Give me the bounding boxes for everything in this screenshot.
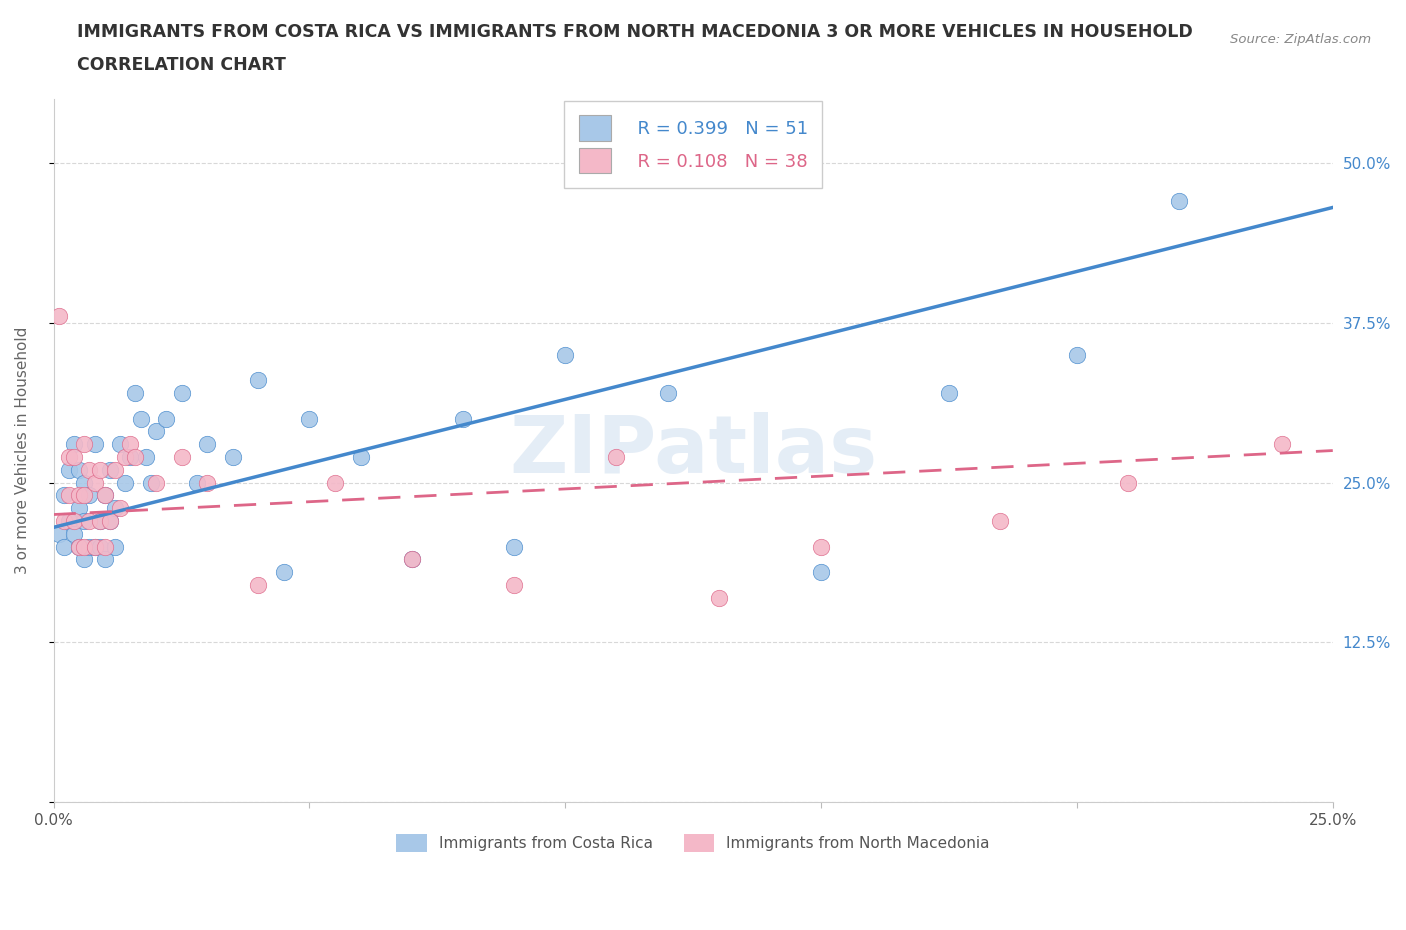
- Point: [605, 449, 627, 464]
- Point: [186, 475, 208, 490]
- Point: [94, 488, 117, 503]
- Point: [48, 309, 70, 324]
- Point: [810, 539, 832, 554]
- Point: [73, 539, 96, 554]
- Point: [349, 449, 371, 464]
- Point: [67, 500, 90, 515]
- Point: [89, 539, 111, 554]
- Point: [401, 551, 423, 566]
- Point: [124, 449, 146, 464]
- Point: [58, 462, 80, 477]
- Point: [52, 539, 75, 554]
- Point: [273, 565, 295, 579]
- Point: [52, 488, 75, 503]
- Point: [58, 513, 80, 528]
- Point: [170, 449, 193, 464]
- Text: Source: ZipAtlas.com: Source: ZipAtlas.com: [1230, 33, 1371, 46]
- Point: [195, 475, 218, 490]
- Point: [247, 578, 270, 592]
- Point: [83, 475, 105, 490]
- Point: [79, 488, 101, 503]
- Point: [63, 449, 86, 464]
- Point: [401, 551, 423, 566]
- Point: [89, 513, 111, 528]
- Point: [63, 513, 86, 528]
- Point: [89, 462, 111, 477]
- Point: [94, 488, 117, 503]
- Point: [503, 539, 526, 554]
- Y-axis label: 3 or more Vehicles in Household: 3 or more Vehicles in Household: [15, 326, 30, 574]
- Point: [67, 462, 90, 477]
- Point: [89, 513, 111, 528]
- Point: [108, 437, 131, 452]
- Point: [155, 411, 177, 426]
- Point: [79, 462, 101, 477]
- Point: [114, 475, 136, 490]
- Point: [94, 551, 117, 566]
- Point: [83, 437, 105, 452]
- Point: [73, 551, 96, 566]
- Point: [810, 565, 832, 579]
- Point: [1168, 193, 1191, 208]
- Point: [120, 449, 142, 464]
- Point: [988, 513, 1011, 528]
- Point: [73, 488, 96, 503]
- Point: [120, 437, 142, 452]
- Point: [554, 347, 576, 362]
- Point: [98, 462, 121, 477]
- Point: [104, 500, 127, 515]
- Point: [503, 578, 526, 592]
- Point: [98, 513, 121, 528]
- Point: [707, 591, 730, 605]
- Point: [657, 386, 679, 401]
- Point: [73, 513, 96, 528]
- Text: CORRELATION CHART: CORRELATION CHART: [77, 56, 287, 73]
- Point: [67, 539, 90, 554]
- Point: [1066, 347, 1088, 362]
- Point: [195, 437, 218, 452]
- Point: [52, 513, 75, 528]
- Point: [79, 513, 101, 528]
- Point: [135, 449, 157, 464]
- Point: [1116, 475, 1139, 490]
- Point: [108, 500, 131, 515]
- Point: [1271, 437, 1294, 452]
- Point: [124, 386, 146, 401]
- Point: [114, 449, 136, 464]
- Point: [67, 488, 90, 503]
- Point: [145, 475, 167, 490]
- Point: [104, 462, 127, 477]
- Text: IMMIGRANTS FROM COSTA RICA VS IMMIGRANTS FROM NORTH MACEDONIA 3 OR MORE VEHICLES: IMMIGRANTS FROM COSTA RICA VS IMMIGRANTS…: [77, 23, 1194, 41]
- Point: [79, 539, 101, 554]
- Text: ZIPatlas: ZIPatlas: [509, 412, 877, 489]
- Point: [938, 386, 960, 401]
- Point: [83, 539, 105, 554]
- Point: [73, 475, 96, 490]
- Point: [145, 424, 167, 439]
- Point: [73, 437, 96, 452]
- Point: [63, 437, 86, 452]
- Point: [222, 449, 245, 464]
- Point: [98, 513, 121, 528]
- Point: [94, 539, 117, 554]
- Legend: Immigrants from Costa Rica, Immigrants from North Macedonia: Immigrants from Costa Rica, Immigrants f…: [391, 829, 995, 858]
- Point: [63, 526, 86, 541]
- Point: [83, 539, 105, 554]
- Point: [67, 539, 90, 554]
- Point: [247, 373, 270, 388]
- Point: [451, 411, 474, 426]
- Point: [58, 488, 80, 503]
- Point: [58, 449, 80, 464]
- Point: [129, 411, 152, 426]
- Point: [170, 386, 193, 401]
- Point: [104, 539, 127, 554]
- Point: [298, 411, 321, 426]
- Point: [48, 526, 70, 541]
- Point: [139, 475, 162, 490]
- Point: [323, 475, 346, 490]
